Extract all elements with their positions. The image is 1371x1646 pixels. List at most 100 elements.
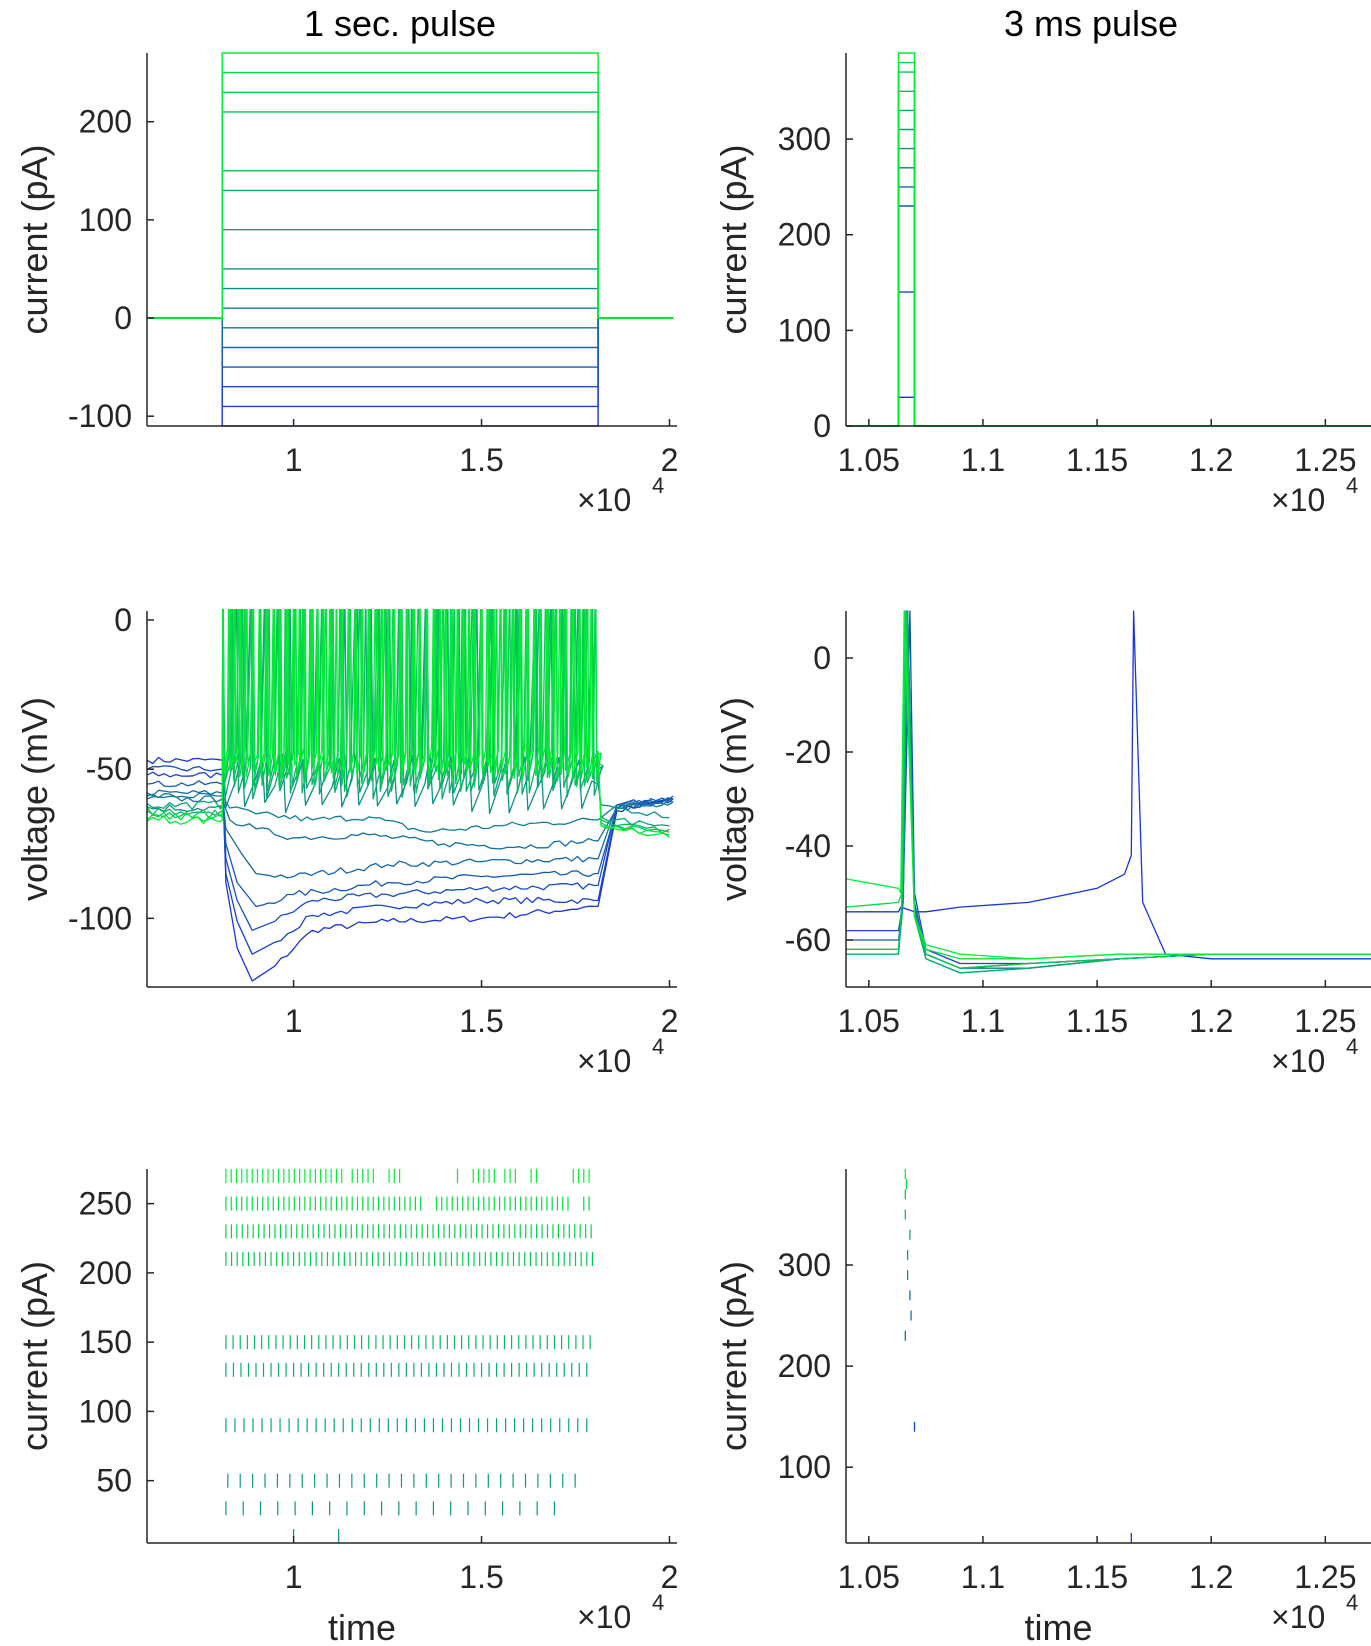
x-tick-label: 1 [285,1003,303,1039]
voltage-trace [846,610,1371,969]
step-current-short-panel: 1.05 1.1 1.15 1.2 1.25 0 100 200 300 current (pA)… [713,52,1371,518]
x-tick-label: 1.15 [1066,1003,1128,1039]
y-tick-label: 200 [778,217,831,253]
x-exponent-power: 4 [652,1590,664,1615]
y-tick-label: -20 [785,734,831,770]
x-tick-label: 1.5 [459,1559,503,1595]
current-step-trace [147,317,674,427]
y-tick-label: -40 [785,828,831,864]
right-column-title: 3 ms pulse [1004,3,1178,44]
y-axis-label: current (pA) [14,1261,55,1451]
current-step-trace [846,128,1371,427]
current-step-trace [846,109,1371,427]
current-step-trace [846,205,1371,427]
x-tick-label: 1.05 [838,1559,900,1595]
current-step-trace [147,71,674,319]
current-step-trace [846,71,1371,427]
spike-raster-short-panel: 1.05 1.1 1.15 1.2 1.25 100 200 300 current (pA) t… [713,1169,1371,1646]
voltage-short-panel: 1.05 1.1 1.15 1.2 1.25 -60 -40 -20 0 voltage (mV)… [713,610,1371,1079]
x-tick-label: 1.25 [1294,1559,1356,1595]
y-tick-label: 100 [778,1449,831,1485]
raster-marks [904,1169,1132,1543]
y-tick-label: -60 [785,922,831,958]
y-tick-label: 300 [778,121,831,157]
x-tick-label: 1.2 [1189,1003,1233,1039]
voltage-traces [846,610,1371,974]
y-tick-label: 200 [79,104,132,140]
voltage-trace [147,789,674,879]
x-tick-label: 1.05 [838,1003,900,1039]
y-tick-label: 0 [114,300,132,336]
current-step-trace [147,189,674,319]
y-tick-label: 200 [79,1255,132,1291]
x-exponent-power: 4 [652,1034,664,1059]
voltage-trace [846,610,1371,974]
x-exponent-label: ×10 [1271,482,1325,518]
y-axis-label: voltage (mV) [14,697,55,901]
x-axis-label: time [328,1607,396,1646]
y-tick-label: 0 [813,408,831,444]
y-axis-label: current (pA) [713,144,754,334]
y-tick-label: 250 [79,1186,132,1222]
voltage-trace [846,610,1371,960]
y-tick-label: -50 [86,751,132,787]
current-step-trace [147,228,674,319]
current-step-trace [846,52,1371,427]
x-exponent-power: 4 [1346,1590,1358,1615]
y-tick-label: 300 [778,1247,831,1283]
voltage-trace [846,610,1371,960]
x-exponent-label: ×10 [1271,1599,1325,1635]
x-tick-label: 1.1 [961,442,1005,478]
y-tick-label: 100 [79,1393,132,1429]
current-step-trace [846,167,1371,427]
y-axis-label: current (pA) [713,1261,754,1451]
x-tick-label: 2 [661,442,679,478]
x-tick-label: 1.25 [1294,1003,1356,1039]
step-traces [147,52,674,427]
x-tick-label: 1.2 [1189,442,1233,478]
voltage-long-panel: 1 1.5 2 -100 -50 0 voltage (mV) ×10 4 [14,602,679,1079]
voltage-trace [147,609,670,838]
x-axis-label: time [1024,1607,1092,1646]
raster-marks [225,1168,594,1544]
x-tick-label: 1.15 [1066,442,1128,478]
x-tick-label: 1.5 [459,1003,503,1039]
voltage-trace [846,610,1371,969]
voltage-trace [846,610,1371,965]
x-tick-label: 1.1 [961,1003,1005,1039]
y-tick-label: 100 [778,312,831,348]
left-column-title: 1 sec. pulse [304,3,496,44]
x-tick-label: 1.1 [961,1559,1005,1595]
y-axis-label: voltage (mV) [713,697,754,901]
current-step-trace [147,268,674,319]
current-step-trace [846,396,1371,427]
current-step-trace [147,52,674,319]
current-step-trace [147,170,674,319]
current-step-trace [846,186,1371,427]
voltage-trace [846,610,1371,960]
x-tick-label: 1.05 [838,442,900,478]
x-tick-label: 2 [661,1003,679,1039]
y-tick-label: 0 [114,602,132,638]
y-tick-label: 150 [79,1324,132,1360]
x-exponent-power: 4 [1346,473,1358,498]
y-tick-label: 0 [813,640,831,676]
voltage-trace [147,792,674,833]
x-exponent-power: 4 [1346,1034,1358,1059]
x-exponent-label: ×10 [577,482,631,518]
current-step-trace [846,61,1371,427]
current-step-trace [147,307,674,319]
current-step-trace [147,287,674,319]
current-step-trace [147,317,674,349]
voltage-trace [147,771,674,955]
voltage-trace [846,610,1371,969]
x-tick-label: 1.25 [1294,442,1356,478]
step-current-long-panel: 1 1.5 2 -100 0 100 200 current (pA) ×10 4 [14,52,679,518]
current-step-trace [147,111,674,319]
y-tick-label: 200 [778,1348,831,1384]
voltage-traces [147,609,674,982]
voltage-trace [147,765,674,931]
x-tick-label: 1 [285,1559,303,1595]
